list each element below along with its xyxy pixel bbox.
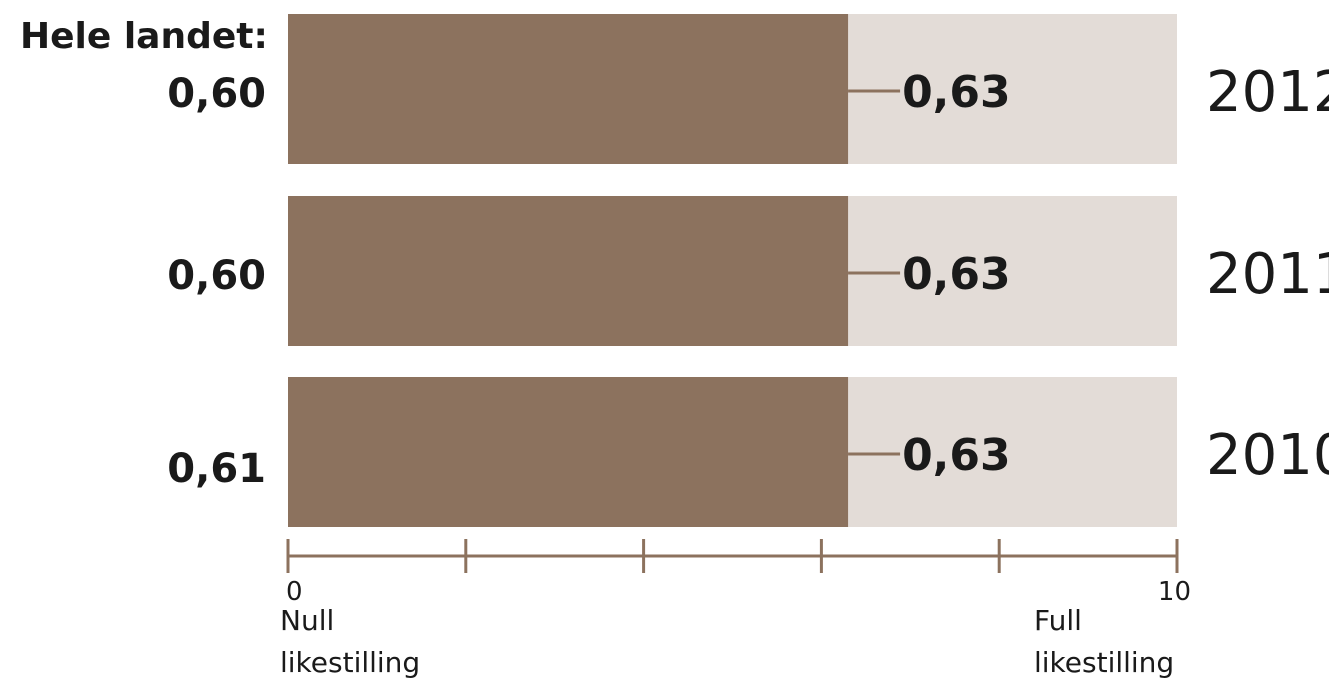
value-label-2011: 0,63 bbox=[902, 249, 1011, 300]
bar-2011 bbox=[288, 196, 849, 346]
axis-right-caption-line1: Full bbox=[1034, 604, 1082, 637]
bar-2012 bbox=[288, 14, 849, 164]
year-label-2011: 2011 bbox=[1206, 242, 1329, 307]
bar-2010 bbox=[288, 377, 849, 527]
axis-left-caption-line2: likestilling bbox=[280, 646, 420, 679]
axis-left-caption-line1: Null bbox=[280, 604, 334, 637]
bar-group-2011: 0,63 0,60 2011 bbox=[167, 196, 1329, 346]
x-tick-label-min: 0 bbox=[286, 577, 303, 607]
year-label-2012: 2012 bbox=[1206, 60, 1329, 125]
value-label-2012: 0,63 bbox=[902, 67, 1011, 118]
left-label-2012: 0,60 bbox=[167, 71, 266, 117]
bar-group-2012: 0,63 0,60 2012 bbox=[167, 14, 1329, 164]
chart-header: Hele landet: bbox=[20, 16, 268, 57]
axis-captions: Null likestilling Full likestilling bbox=[280, 604, 1174, 679]
axis-right-caption-line2: likestilling bbox=[1034, 646, 1174, 679]
left-label-2010: 0,61 bbox=[167, 446, 266, 492]
left-label-2011: 0,60 bbox=[167, 253, 266, 299]
x-axis: 0 10 bbox=[286, 539, 1191, 607]
x-tick-label-max: 10 bbox=[1158, 577, 1191, 607]
value-label-2010: 0,63 bbox=[902, 430, 1011, 481]
